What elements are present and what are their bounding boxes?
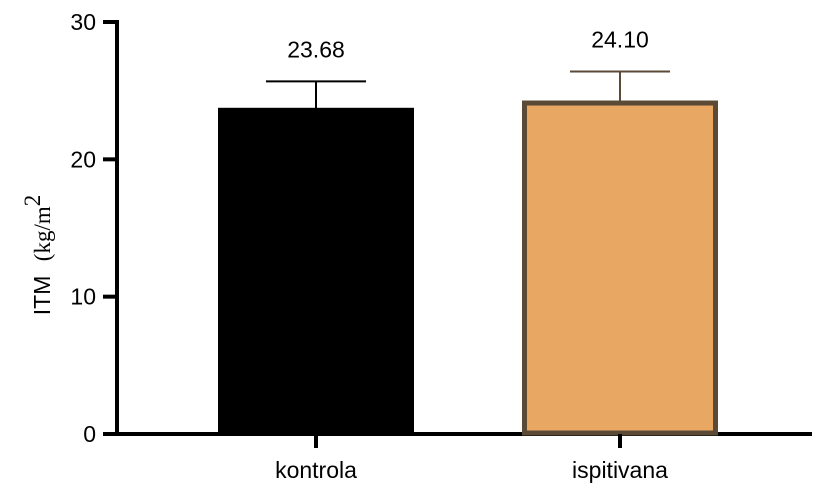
data-label-ispitivana: 24.10	[591, 26, 649, 52]
x-tick-label-ispitivana: ispitivana	[572, 457, 668, 483]
y-tick-label-0: 0	[83, 421, 96, 447]
data-label-kontrola: 23.68	[287, 36, 345, 62]
y-axis-label-sup: 2	[20, 195, 45, 207]
y-axis-label-text: ITM	[29, 276, 55, 316]
y-axis-label-unit: (kg/m	[30, 206, 55, 261]
bars: 23.68 kontrola 24.10 ispitivana	[218, 26, 718, 483]
y-tick-label-2: 20	[70, 146, 96, 172]
bar-ispitivana	[522, 100, 718, 436]
y-tick-label-3: 30	[70, 9, 96, 35]
y-ticks: 0 10 20 30	[70, 9, 117, 447]
bar-kontrola	[218, 107, 414, 434]
y-axis-label: ITM (kg/m2	[20, 195, 55, 315]
y-tick-label-1: 10	[70, 284, 96, 310]
x-tick-label-kontrola: kontrola	[275, 457, 357, 483]
